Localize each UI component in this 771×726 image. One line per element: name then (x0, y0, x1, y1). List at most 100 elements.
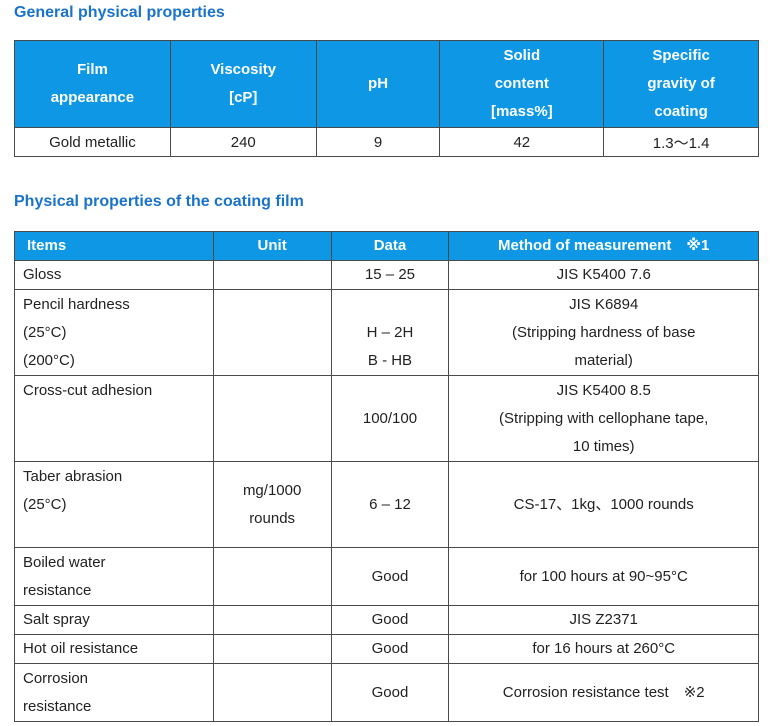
table-row: Hot oil resistance Good for 16 hours at 26… (14, 634, 759, 664)
cell-line: resistance (23, 697, 92, 715)
cell-unit (212, 634, 332, 664)
table-row: Taber abrasion (25°C) mg/1000 rounds 6 – 1… (14, 461, 759, 548)
header-unit: Unit (212, 231, 332, 261)
cell-line: JIS K5400 7.6 (556, 266, 651, 283)
cell-data: 100/100 (330, 375, 450, 462)
cell-line: Gloss (23, 266, 62, 283)
cell-line: Corrosion resistance test ※2 (502, 683, 705, 701)
header-items: Items (14, 231, 214, 261)
cell-line (23, 405, 213, 433)
cell-line: JIS K5400 8.5 (556, 381, 651, 399)
cell-line: 6 – 12 (369, 495, 411, 513)
table-row: Cross-cut adhesion 100/100 JIS K5400 8.5… (14, 375, 759, 462)
cell-unit (212, 663, 332, 722)
cell-data: H – 2H B - HB (330, 289, 450, 376)
header-viscosity: Viscosity [cP] (169, 40, 317, 128)
cell-line: 15 – 25 (364, 266, 415, 283)
cell-unit (212, 605, 332, 635)
cell-item: Gloss (14, 260, 214, 290)
cell-line: CS-17、1kg、1000 rounds (513, 495, 694, 513)
cell-method: JIS Z2371 (448, 605, 759, 635)
cell-line: Salt spray (23, 611, 90, 628)
cell-method: JIS K5400 8.5 (Stripping with cellophane … (448, 375, 759, 462)
cell-data: 6 – 12 (330, 461, 450, 548)
cell-line: for 16 hours at 260°C (532, 640, 676, 657)
cell-line (23, 433, 213, 461)
cell-line: 100/100 (362, 409, 418, 427)
cell-unit (212, 260, 332, 290)
cell-line: mg/1000 (242, 481, 302, 499)
cell-viscosity: 240 (169, 127, 317, 157)
cell-line: rounds (249, 509, 296, 527)
coating-film-properties-title: Physical properties of the coating film (14, 193, 304, 210)
cell-data: 15 – 25 (330, 260, 450, 290)
cell-line: Corrosion (23, 669, 89, 687)
cell-line: for 100 hours at 90~95°C (519, 567, 688, 585)
cell-line: JIS Z2371 (569, 611, 638, 628)
table-row: Pencil hardness (25°C) (200°C) H – 2H B -… (14, 289, 759, 376)
cell-unit (212, 375, 332, 462)
cell-line (332, 377, 449, 405)
cell-method: CS-17、1kg、1000 rounds (448, 461, 759, 548)
cell-solid-content: 42 (439, 127, 605, 157)
cell-specific-gravity: 1.3～1.4 (603, 127, 759, 157)
cell-line: Good (371, 640, 409, 657)
cell-line: (200°C) (23, 351, 75, 369)
cell-line: resistance (23, 581, 92, 599)
header-specific-gravity: Specific gravity of coating (603, 40, 759, 128)
cell-line: (Stripping hardness of base (511, 323, 696, 341)
cell-line: Good (371, 683, 409, 701)
cell-line: Cross-cut adhesion (23, 381, 153, 399)
table-row: Boiled water resistance Good for 100 hours … (14, 547, 759, 606)
cell-method: JIS K5400 7.6 (448, 260, 759, 290)
cell-method: Corrosion resistance test ※2 (448, 663, 759, 722)
header-ph: pH (315, 40, 441, 128)
cell-line: Taber abrasion (23, 467, 123, 485)
cell-line: B - HB (367, 351, 413, 369)
coating-film-properties-table: Items Unit Data Method of measurement ※1… (14, 231, 759, 722)
cell-film-appearance: Gold metallic (14, 127, 171, 157)
cell-method: JIS K6894 (Stripping hardness of base mate… (448, 289, 759, 376)
cell-method: for 100 hours at 90~95°C (448, 547, 759, 606)
cell-line: Good (371, 567, 409, 585)
table-row: Corrosion resistance Good Corrosion resista… (14, 663, 759, 722)
header-film-appearance: Film appearance (14, 40, 171, 128)
general-properties-table: Film appearance Viscosity [cP] pH Solid … (14, 40, 759, 157)
cell-line: Hot oil resistance (23, 640, 139, 657)
cell-unit (212, 289, 332, 376)
general-properties-title: General physical properties (14, 4, 225, 21)
table-row: Gold metallic 240 9 42 1.3～1.4 (14, 127, 759, 157)
header-solid-content: Solid content [mass%] (439, 40, 605, 128)
header-data: Data (330, 231, 450, 261)
cell-line: H – 2H (366, 323, 414, 341)
cell-item: Taber abrasion (25°C) (14, 461, 214, 548)
cell-item: Cross-cut adhesion (14, 375, 214, 462)
cell-unit (212, 547, 332, 606)
cell-line: (Stripping with cellophane tape, (499, 409, 709, 427)
cell-unit: mg/1000 rounds (212, 461, 332, 548)
cell-data: Good (330, 663, 450, 722)
header-method: Method of measurement ※1 (448, 231, 759, 261)
cell-item: Pencil hardness (25°C) (200°C) (14, 289, 214, 376)
cell-method: for 16 hours at 260°C (448, 634, 759, 664)
cell-line (332, 433, 449, 461)
cell-line (23, 519, 213, 547)
table-row: Gloss 15 – 25 JIS K5400 7.6 (14, 260, 759, 290)
cell-item: Boiled water resistance (14, 547, 214, 606)
cell-data: Good (330, 547, 450, 606)
cell-line: JIS K6894 (569, 295, 639, 313)
cell-item: Corrosion resistance (14, 663, 214, 722)
cell-item: Salt spray (14, 605, 214, 635)
cell-data: Good (330, 605, 450, 635)
cell-line: Pencil hardness (23, 295, 130, 313)
cell-line: Good (371, 611, 409, 628)
cell-ph: 9 (315, 127, 441, 157)
cell-line (332, 291, 449, 319)
table-row: Salt spray Good JIS Z2371 (14, 605, 759, 635)
cell-line: (25°C) (23, 323, 67, 341)
cell-line: 10 times) (572, 437, 635, 455)
cell-item: Hot oil resistance (14, 634, 214, 664)
cell-line: Boiled water (23, 553, 106, 571)
cell-data: Good (330, 634, 450, 664)
cell-line: (25°C) (23, 495, 67, 513)
